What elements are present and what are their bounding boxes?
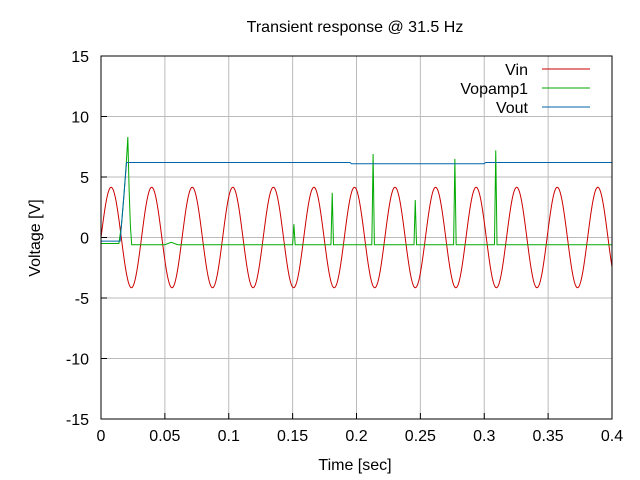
legend-label-vout: Vout <box>496 100 529 117</box>
chart-title: Transient response @ 31.5 Hz <box>247 19 464 36</box>
y-tick-label: 0 <box>80 231 89 248</box>
x-tick-label: 0.05 <box>149 428 180 445</box>
x-tick-label: 0.3 <box>473 428 495 445</box>
x-tick-label: 0.4 <box>601 428 623 445</box>
legend-label-vin: Vin <box>505 62 528 79</box>
y-axis-label: Voltage [V] <box>27 199 44 276</box>
series-line-vin <box>100 186 613 289</box>
plot-area <box>100 137 613 289</box>
legend: Vin Vopamp1 Vout <box>460 62 590 117</box>
y-tick-label: 15 <box>71 49 89 66</box>
y-tick-label: -5 <box>75 291 89 308</box>
series-line-vout <box>101 161 612 242</box>
series-line-vopamp1 <box>101 137 612 246</box>
x-tick-label: 0.35 <box>533 428 564 445</box>
legend-label-vopamp1: Vopamp1 <box>460 81 528 98</box>
x-tick-label: 0.15 <box>277 428 308 445</box>
y-tick-label: -10 <box>66 352 89 369</box>
tick-labels: 0 0.05 0.1 0.15 0.2 0.25 0.3 0.35 0.4 -15 -10 -5 0 5 1… <box>66 49 623 445</box>
y-tick-label: 10 <box>71 110 89 127</box>
x-tick-label: 0.25 <box>405 428 436 445</box>
grid <box>100 55 613 420</box>
y-tick-label: -15 <box>66 412 89 429</box>
y-tick-label: 5 <box>80 170 89 187</box>
x-tick-label: 0.2 <box>345 428 367 445</box>
x-axis-label: Time [sec] <box>318 457 391 474</box>
x-tick-label: 0.1 <box>218 428 240 445</box>
x-tick-label: 0 <box>97 428 106 445</box>
plot-frame <box>100 55 613 420</box>
